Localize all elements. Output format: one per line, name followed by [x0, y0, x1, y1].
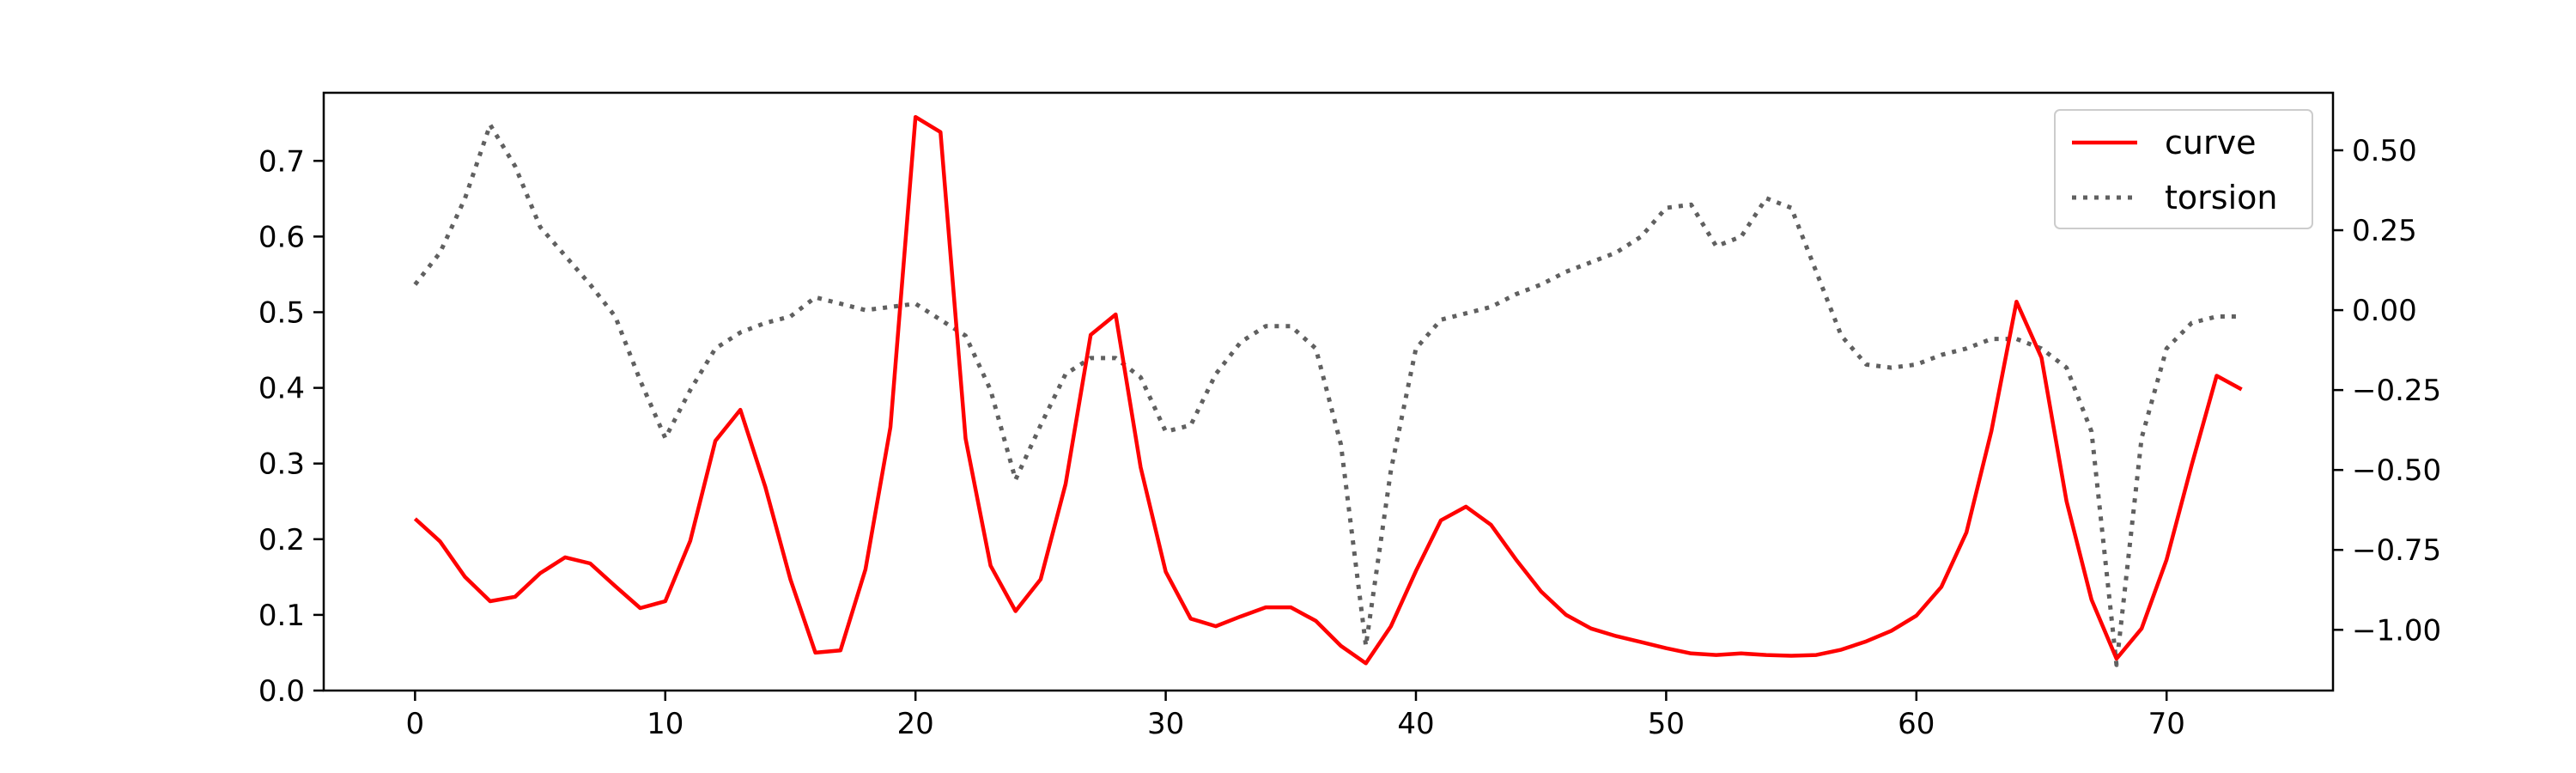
x-tick-label: 0	[406, 707, 425, 741]
x-tick-label: 30	[1147, 707, 1184, 741]
y-tick-label: 0.4	[258, 372, 305, 406]
y2-tick-label: −0.50	[2352, 453, 2441, 488]
x-tick-label: 10	[647, 707, 683, 741]
y-tick-label: 0.6	[258, 220, 305, 254]
axes-layer: 0 10 20 30 40 50 60 70 0.0 0.1 0.2 0.3 0.4 0.5 0.6 0.7 0…	[258, 134, 2441, 741]
legend-label-curve: curve	[2165, 124, 2256, 161]
x-tick-label: 20	[897, 707, 934, 741]
y-tick-label: 0.1	[258, 599, 305, 633]
y2-tick-label: 0.25	[2352, 214, 2417, 248]
x-tick-label: 60	[1898, 707, 1935, 741]
plot-content	[413, 114, 2243, 667]
y-tick-label: 0.7	[258, 144, 305, 179]
y2-tick-label: 0.50	[2352, 134, 2417, 168]
series-line-curve	[413, 114, 2243, 666]
y2-tick-label: −0.25	[2352, 374, 2441, 408]
x-tick-label: 50	[1648, 707, 1685, 741]
y-tick-label: 0.0	[258, 674, 305, 709]
y-tick-label: 0.5	[258, 295, 305, 330]
y-tick-label: 0.3	[258, 447, 305, 482]
series-line-torsion	[413, 122, 2242, 667]
y-tick-label: 0.2	[258, 523, 305, 557]
y2-tick-label: −0.75	[2352, 533, 2441, 568]
y2-tick-label: 0.00	[2352, 294, 2417, 328]
plot-frame	[322, 91, 2335, 692]
legend: curve torsion	[2054, 109, 2313, 229]
legend-label-torsion: torsion	[2165, 179, 2277, 216]
y2-tick-label: −1.00	[2352, 613, 2441, 648]
x-tick-label: 70	[2148, 707, 2185, 741]
x-tick-label: 40	[1397, 707, 1434, 741]
